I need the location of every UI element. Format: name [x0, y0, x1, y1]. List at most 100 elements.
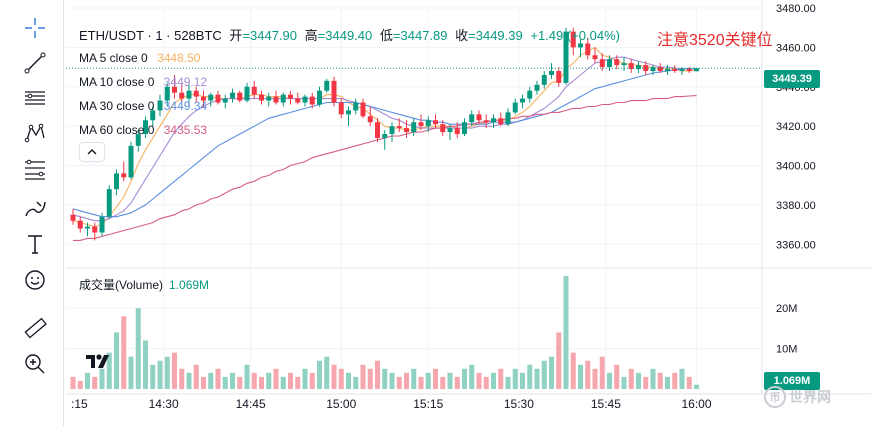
candle-body: [433, 120, 438, 125]
brush-tool-button[interactable]: [22, 194, 58, 222]
price-tick-label: 3460.00: [776, 42, 816, 54]
watermark-text: 世界网: [789, 389, 831, 405]
time-tick-label: 16:00: [681, 397, 711, 411]
candle-body: [628, 63, 634, 70]
volume-bar: [679, 368, 685, 389]
fib-retracement-tool-button[interactable]: [22, 155, 58, 183]
emoji-tool-button[interactable]: [22, 266, 58, 294]
collapse-legend-button[interactable]: [79, 142, 105, 162]
candle-body: [324, 80, 330, 91]
time-tick-label: 14:45: [236, 397, 266, 411]
volume-bar: [599, 356, 605, 389]
volume-bar: [498, 368, 504, 389]
ma30-legend[interactable]: MA 30 close 0 3449.34: [79, 99, 207, 113]
time-tick-label: 15:30: [504, 397, 534, 411]
candle-body: [512, 102, 518, 113]
tradingview-logo[interactable]: [84, 350, 114, 372]
horizontal-lines-icon: [25, 91, 45, 105]
candle-body: [505, 112, 511, 125]
volume-bar: [295, 376, 301, 389]
ohlc-legend: ETH/USDT · 1 · 528BTC 开=3447.90 高=3449.4…: [79, 25, 620, 44]
candle: [418, 114, 424, 131]
candle-body: [251, 86, 257, 95]
zoom-in-tool-button[interactable]: [22, 350, 58, 378]
candle-body: [483, 120, 489, 123]
volume-bar: [578, 364, 583, 389]
volume-bar: [222, 376, 228, 389]
volume-bar: [650, 368, 656, 389]
volume-bar: [469, 364, 475, 389]
ma60-value: 3435.53: [163, 123, 208, 137]
horizontal-lines-tool-button[interactable]: [22, 84, 58, 112]
candle-body: [476, 114, 482, 121]
candle-body: [215, 94, 221, 103]
candle: [599, 53, 605, 72]
candle: [172, 74, 177, 99]
ma60-legend[interactable]: MA 60 close 0 3435.53: [79, 123, 207, 137]
candle: [114, 169, 119, 196]
trend-line-tool-button[interactable]: [22, 49, 58, 77]
candle-body: [447, 128, 453, 133]
volume-legend[interactable]: 成交量(Volume) 1.069M: [79, 276, 209, 293]
candle-body: [396, 126, 402, 129]
volume-bar: [331, 364, 337, 389]
volume-bar: [411, 368, 417, 389]
volume-bar: [121, 316, 127, 389]
volume-bar: [563, 275, 569, 389]
volume-bar: [157, 360, 163, 389]
ma10-legend[interactable]: MA 10 close 0 3449.12: [79, 75, 207, 89]
candle: [157, 94, 163, 117]
candle: [570, 27, 576, 56]
crosshair-tool-button[interactable]: [22, 14, 58, 42]
candle: [585, 37, 591, 60]
candle-body: [650, 67, 656, 72]
price-tick-label: 3360.00: [776, 239, 816, 251]
candle-body: [375, 122, 380, 138]
ma60-name: MA 60 close 0: [79, 123, 155, 137]
volume-bar: [338, 368, 344, 389]
candle: [592, 47, 598, 64]
high-value: =3449.40: [317, 28, 373, 43]
symbol-title[interactable]: ETH/USDT · 1 · 528BTC: [79, 28, 222, 43]
candle: [244, 82, 250, 103]
candle-body: [534, 84, 540, 91]
volume-bar: [462, 368, 467, 389]
candle: [77, 216, 83, 233]
candle-body: [454, 128, 460, 135]
brush-icon: [25, 201, 46, 217]
candle-body: [193, 90, 199, 97]
change-value: +1.49 (+0.04%): [530, 28, 620, 43]
volume-tick-label: 10M: [776, 344, 797, 356]
low-value: =3447.89: [392, 28, 448, 43]
candle-body: [389, 126, 395, 135]
volume-bar: [280, 376, 286, 389]
text-tool-tool-button[interactable]: [22, 230, 58, 258]
volume-bar: [607, 372, 612, 389]
candle: [505, 108, 511, 127]
candle-body: [425, 120, 431, 127]
candle: [512, 98, 518, 115]
text-tool-icon: [28, 235, 42, 254]
volume-bar: [389, 372, 395, 389]
candle-body: [128, 145, 134, 178]
ruler-tool-button[interactable]: [22, 314, 58, 342]
candle: [556, 67, 562, 87]
volume-bar: [621, 376, 627, 389]
candle-body: [665, 69, 670, 72]
volume-bar: [70, 376, 76, 389]
volume-bar: [549, 356, 554, 389]
candle-body: [353, 102, 359, 111]
candle: [498, 112, 504, 127]
ma5-legend[interactable]: MA 5 close 0 3448.50: [79, 51, 200, 65]
volume-bar: [259, 376, 264, 389]
candle-body: [462, 122, 467, 135]
volume-bar: [266, 372, 272, 389]
candle: [636, 61, 641, 73]
candle-body: [498, 118, 504, 125]
volume-bar: [164, 356, 170, 389]
pattern-tool-button[interactable]: [22, 119, 58, 147]
volume-bar: [483, 376, 489, 389]
volume-bar: [636, 372, 641, 389]
volume-bar: [433, 368, 438, 389]
